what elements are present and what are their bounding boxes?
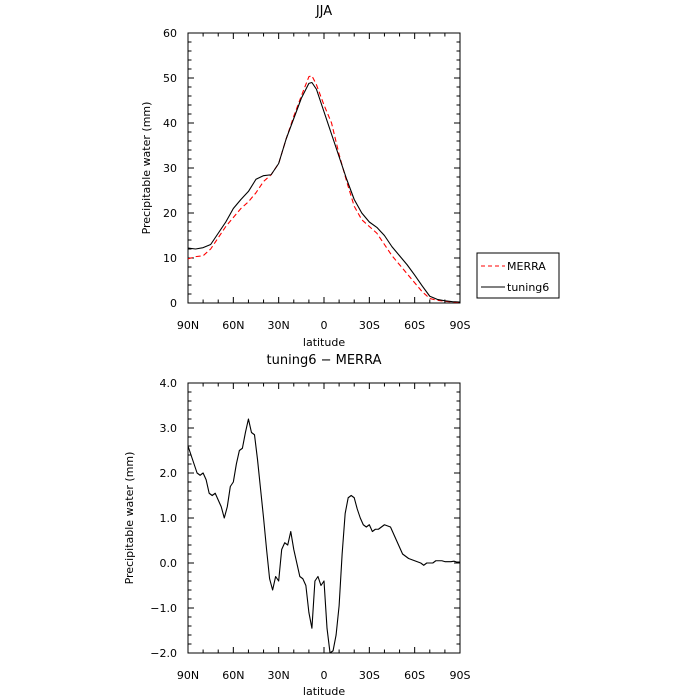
bottom-x-axis-label: latitude: [303, 685, 345, 698]
top-x-tick-label: 30S: [359, 319, 380, 332]
top-series-line-tuning6: [187, 81, 461, 303]
top-y-tick-label: 0: [170, 297, 177, 310]
bottom-x-tick-label: 90S: [450, 669, 471, 682]
legend: MERRA tuning6: [476, 252, 560, 299]
bottom-y-tick-label: 3.0: [160, 422, 178, 435]
bottom-y-tick-label: 2.0: [160, 467, 178, 480]
legend-label-merra: MERRA: [507, 260, 546, 273]
bottom-y-tick-label: 1.0: [160, 512, 178, 525]
top-plot-frame: [187, 32, 461, 304]
top-x-tick-label: 60S: [404, 319, 425, 332]
bottom-plot-frame: [187, 382, 461, 654]
top-y-tick-label: 30: [163, 162, 177, 175]
bottom-x-tick-label: 30N: [268, 669, 290, 682]
top-y-tick-label: 10: [163, 252, 177, 265]
bottom-panel: tuning6 − MERRA 90N 60N 30N 0 30S 60S 90S −2.0 −…: [123, 353, 471, 698]
top-x-tick-label: 90S: [450, 319, 471, 332]
bottom-x-tick-label: 30S: [359, 669, 380, 682]
bottom-x-tick-label: 60S: [404, 669, 425, 682]
bottom-x-tick-label: 0: [321, 669, 328, 682]
bottom-axis-ticks: 90N 60N 30N 0 30S 60S 90S −2.0 −1.0 0.0 1.0 2.0 3.0 4…: [150, 377, 470, 682]
top-chart-title: JJA: [315, 4, 332, 19]
bottom-series-group: [187, 418, 460, 654]
top-series-line-merra: [187, 75, 461, 304]
legend-label-tuning6: tuning6: [507, 281, 549, 294]
top-y-axis-label: Precipitable water (mm): [140, 102, 153, 235]
bottom-x-tick-label: 60N: [222, 669, 244, 682]
top-x-axis-label: latitude: [303, 336, 345, 349]
top-x-tick-label: 90N: [177, 319, 199, 332]
top-x-tick-label: 60N: [222, 319, 244, 332]
top-panel: JJA 90N 60N 30N 0 30S 60S 90S 0 10 20 30 40 50 60 lat…: [140, 4, 560, 349]
top-y-tick-label: 50: [163, 72, 177, 85]
bottom-y-tick-label: −2.0: [150, 647, 177, 660]
bottom-y-tick-label: 4.0: [160, 377, 178, 390]
legend-box: [476, 252, 560, 299]
bottom-y-tick-label: −1.0: [150, 602, 177, 615]
top-series-group: [187, 75, 461, 304]
bottom-y-axis-label: Precipitable water (mm): [123, 452, 136, 585]
top-y-tick-label: 40: [163, 117, 177, 130]
top-y-tick-label: 20: [163, 207, 177, 220]
top-y-tick-label: 60: [163, 27, 177, 40]
bottom-series-line-0: [187, 418, 460, 654]
bottom-y-tick-label: 0.0: [160, 557, 178, 570]
top-axis-ticks: 90N 60N 30N 0 30S 60S 90S 0 10 20 30 40 50 60: [163, 27, 471, 332]
top-x-tick-label: 30N: [268, 319, 290, 332]
bottom-x-tick-label: 90N: [177, 669, 199, 682]
top-x-tick-label: 0: [321, 319, 328, 332]
bottom-chart-title: tuning6 − MERRA: [267, 353, 382, 368]
